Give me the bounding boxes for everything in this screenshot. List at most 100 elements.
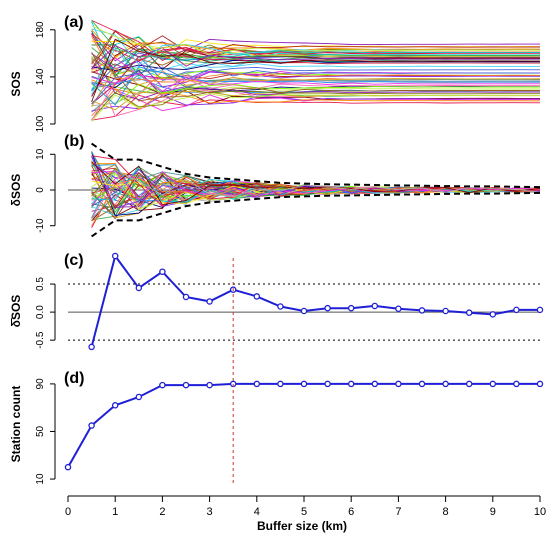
panel-a-series-line (91, 36, 541, 83)
y-tick-label: 10 (35, 473, 46, 485)
panel-a-series-line (91, 30, 541, 70)
x-tick-label: 0 (65, 506, 71, 518)
panel-c-mean-line (90, 253, 540, 348)
panel-d-point (418, 380, 426, 388)
panel-d-point (277, 380, 284, 388)
panel-a-series-line (91, 66, 541, 106)
panel-a-series-line (91, 36, 541, 91)
panel-c-ylabel: δ̄SOS (9, 295, 23, 328)
panel-d-point (489, 380, 497, 388)
panel-c-point (371, 302, 379, 310)
panel-c-label: (c) (64, 252, 84, 269)
y-tick-label: -0.5 (35, 331, 46, 349)
panel-c-point (513, 306, 520, 314)
panel-a-series-line (91, 45, 540, 70)
x-tick-label: 9 (490, 506, 496, 518)
panel-d-point (206, 381, 213, 389)
panel-d-ylabel: Station count (9, 386, 23, 463)
panel-c-point (442, 307, 449, 315)
panel-a-series (91, 19, 541, 122)
y-tick-label: -10 (35, 218, 46, 233)
panel-b-series (68, 142, 541, 238)
x-tick-label: 10 (534, 506, 546, 518)
panel-b-ylabel: δSOS (9, 174, 23, 207)
panel-d-point (88, 422, 95, 429)
panel-a-series-line (91, 51, 540, 105)
panel-a-ylabel: SOS (9, 71, 23, 96)
panel-a-series-line (91, 43, 540, 97)
y-tick-label: 0 (35, 187, 46, 193)
panel-c-point (159, 268, 166, 275)
panel-d: (d) Station count 10 50 90 (9, 370, 544, 485)
panel-a-label: (a) (64, 14, 84, 31)
panel-b: (b) δSOS -10 0 10 (9, 133, 541, 238)
panel-a: (a) SOS 100 140 180 (9, 14, 541, 132)
panel-a-series-line (91, 93, 540, 122)
panel-a-series-line (91, 38, 541, 103)
panel-b-label: (b) (64, 133, 84, 150)
panel-d-point (395, 380, 402, 388)
panel-a-series-line (91, 25, 541, 55)
panel-d-point (159, 381, 166, 389)
panel-d-point (253, 380, 261, 388)
panel-c-point (253, 293, 261, 300)
panel-b-series-line (91, 161, 541, 206)
panel-d-point (324, 380, 331, 388)
panel-c-point (300, 307, 308, 315)
panel-b-envelope-lower (91, 191, 541, 238)
panel-d-point (347, 380, 355, 388)
panel-d-point (300, 380, 308, 388)
x-tick-label: 6 (348, 506, 354, 518)
panel-a-series-line (91, 88, 540, 120)
x-axis: 0 1 2 3 4 5 6 7 8 9 10 Buffer size (km) (65, 495, 546, 533)
panel-d-point (371, 380, 379, 388)
panel-d-point (465, 380, 473, 388)
y-tick-label: 90 (35, 378, 46, 390)
x-tick-label: 7 (395, 506, 401, 518)
x-tick-label: 2 (159, 506, 165, 518)
panel-a-series-line (91, 52, 540, 100)
panel-d-point (64, 463, 72, 471)
panel-c-point (465, 309, 473, 316)
panel-a-series-line (91, 66, 541, 105)
panel-a-series-line (91, 52, 540, 102)
panel-d-point (135, 393, 143, 401)
panel-d-label: (d) (64, 370, 84, 387)
panel-c-point (324, 304, 331, 312)
x-tick-label: 8 (443, 506, 449, 518)
panel-c-point (135, 284, 143, 292)
panel-d-point (536, 380, 544, 388)
x-tick-label: 3 (207, 506, 213, 518)
y-tick-label: 0.0 (35, 305, 46, 319)
y-tick-label: 0.5 (35, 277, 46, 291)
y-tick-label: 100 (35, 115, 46, 132)
panel-d-point (182, 381, 190, 389)
panel-c-point (88, 343, 95, 351)
panel-d-point (111, 402, 119, 409)
panel-c-point (347, 304, 355, 312)
panel-d-point (513, 380, 520, 388)
y-tick-label: 10 (35, 148, 46, 160)
y-tick-label: 50 (35, 425, 46, 437)
panel-b-series-line (91, 169, 541, 200)
panel-c-point (111, 252, 119, 260)
x-tick-label: 4 (254, 506, 260, 518)
panel-a-series-line (91, 54, 540, 73)
panel-a-series-line (91, 83, 540, 106)
y-tick-label: 180 (35, 21, 46, 38)
panel-b-envelope-upper (91, 142, 541, 189)
panel-a-series-line (91, 29, 541, 58)
panel-c-point (277, 303, 284, 310)
panel-c: (c) δ̄SOS -0.5 0.0 0.5 (9, 252, 544, 351)
x-tick-label: 5 (301, 506, 307, 518)
panel-a-series-line (91, 66, 541, 108)
panel-c-point (536, 306, 544, 314)
panel-c-point (489, 311, 497, 318)
panel-c-point (418, 307, 426, 314)
panel-a-series-line (91, 71, 541, 121)
panel-c-point (395, 305, 402, 312)
y-tick-label: 140 (35, 68, 46, 85)
x-axis-label: Buffer size (km) (257, 519, 347, 533)
panel-c-point (182, 293, 190, 301)
